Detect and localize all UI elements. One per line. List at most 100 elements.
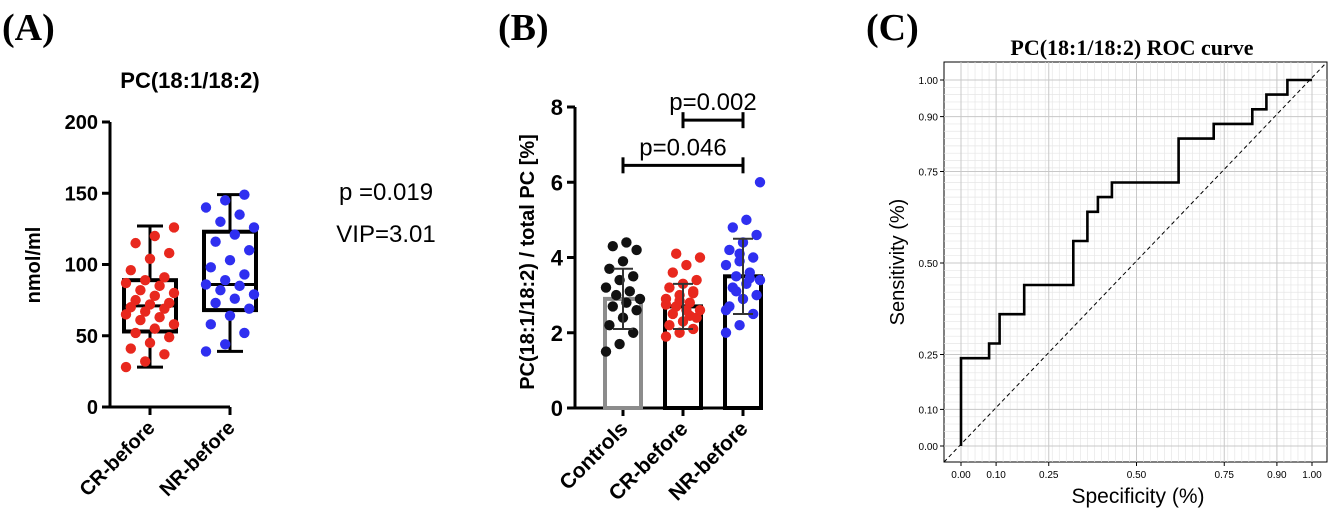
data-point <box>239 189 250 200</box>
data-point <box>210 236 221 247</box>
data-point <box>220 274 231 286</box>
data-point <box>229 293 240 304</box>
panel-b-letter: (B) <box>498 7 549 49</box>
y-tick-label: 0.75 <box>919 168 939 179</box>
data-point <box>144 253 156 264</box>
data-point <box>234 280 245 292</box>
data-point <box>664 282 675 293</box>
data-point <box>144 337 156 349</box>
data-point <box>731 286 742 297</box>
y-tick-label: 2 <box>551 321 563 346</box>
data-point <box>215 216 226 227</box>
data-point <box>244 245 255 256</box>
y-tick-label: 0.90 <box>919 113 939 124</box>
data-point <box>168 287 180 299</box>
data-point <box>130 294 141 306</box>
data-point <box>154 312 165 323</box>
data-point <box>614 338 625 350</box>
x-tick-label: CR-before <box>76 417 160 501</box>
data-point <box>754 274 766 286</box>
x-tick-label: 0.10 <box>986 470 1006 481</box>
data-point <box>125 265 136 276</box>
data-point <box>684 310 695 322</box>
data-point <box>628 327 639 338</box>
y-tick-label: 50 <box>76 326 98 348</box>
data-point <box>200 279 212 290</box>
data-point <box>688 323 699 335</box>
data-point <box>751 289 762 301</box>
data-point <box>694 252 706 263</box>
x-tick-label: NR-before <box>156 417 240 501</box>
data-point <box>600 346 612 357</box>
data-point <box>671 248 682 259</box>
data-point <box>244 303 255 314</box>
x-tick-label: 0.00 <box>951 470 971 481</box>
data-point <box>149 323 160 334</box>
panel-b-plot: 02468ControlsCR-beforeNR-beforep=0.002p=… <box>551 89 766 505</box>
data-point <box>751 229 762 241</box>
data-point <box>144 299 156 310</box>
data-point <box>210 297 221 309</box>
data-point <box>617 256 629 267</box>
x-tick-label: 0.50 <box>1127 470 1147 481</box>
data-point <box>744 272 755 284</box>
y-tick-label: 0 <box>551 396 563 421</box>
data-point <box>120 277 132 289</box>
data-point <box>754 177 766 188</box>
data-point <box>624 286 635 297</box>
x-tick-label: 0.25 <box>1039 470 1059 481</box>
data-point <box>135 314 146 326</box>
x-tick-label: 0.90 <box>1267 470 1287 481</box>
data-point <box>688 288 699 299</box>
data-point <box>621 237 632 248</box>
panel-c-xlabel: Specificity (%) <box>1071 485 1204 508</box>
data-point <box>631 304 642 316</box>
data-point <box>634 293 646 305</box>
data-point <box>130 327 141 339</box>
significance-label: p=0.046 <box>639 134 726 161</box>
data-point <box>164 247 175 259</box>
data-point <box>130 237 141 249</box>
reference-diagonal <box>943 61 1328 463</box>
data-point <box>748 308 759 320</box>
data-point <box>681 259 692 271</box>
data-point <box>224 310 236 321</box>
data-point <box>149 230 160 242</box>
x-tick-label: 0.75 <box>1215 470 1235 481</box>
data-point <box>159 349 170 360</box>
data-point <box>748 252 759 263</box>
data-point <box>631 244 642 256</box>
roc-curve <box>959 78 1312 446</box>
data-point <box>220 195 231 206</box>
data-point <box>168 222 180 233</box>
data-point <box>731 271 742 282</box>
data-point <box>159 272 170 283</box>
data-point <box>724 244 735 256</box>
data-point <box>229 229 240 240</box>
data-point <box>720 259 732 271</box>
y-tick-label: 1.00 <box>919 76 939 87</box>
data-point <box>664 320 675 331</box>
panel-a-title: PC(18:1/18:2) <box>120 68 259 93</box>
data-point <box>205 262 216 273</box>
data-point <box>694 304 706 316</box>
data-point <box>215 284 226 296</box>
data-point <box>200 202 212 213</box>
data-point <box>149 290 160 302</box>
data-point <box>239 327 250 339</box>
y-tick-label: 0.10 <box>919 405 939 416</box>
data-point <box>660 331 672 342</box>
data-point <box>628 271 639 282</box>
data-point <box>135 284 146 296</box>
panel-c-title: PC(18:1/18:2) ROC curve <box>1010 35 1253 60</box>
y-tick-label: 0.25 <box>919 351 939 362</box>
data-point <box>140 274 151 286</box>
data-point <box>224 255 236 266</box>
panel-a-vip: VIP=3.01 <box>336 221 435 248</box>
y-tick-label: 6 <box>551 170 563 195</box>
data-point <box>125 343 136 354</box>
y-tick-label: 100 <box>65 255 98 277</box>
data-point <box>604 263 615 274</box>
y-tick-label: 150 <box>65 183 98 205</box>
